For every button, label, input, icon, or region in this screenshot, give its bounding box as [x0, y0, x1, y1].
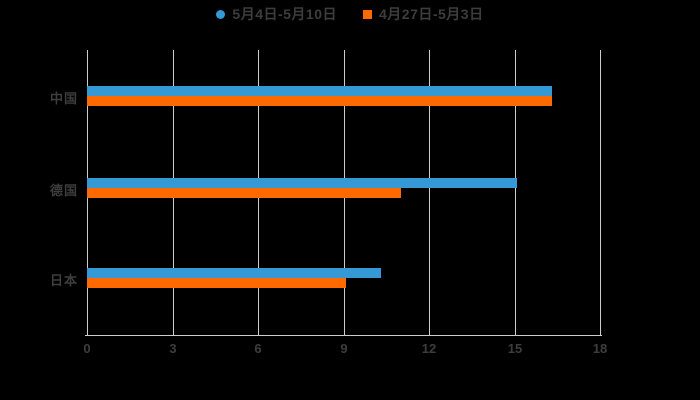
- x-tick-label-6: 6: [254, 341, 262, 356]
- x-tick-label-9: 9: [340, 341, 348, 356]
- gridline-x-15: [515, 50, 516, 335]
- gridline-x-12: [429, 50, 430, 335]
- legend-marker-circle-icon: [216, 9, 226, 19]
- x-tick-label-3: 3: [169, 341, 177, 356]
- legend-item-week1[interactable]: 4月27日-5月3日: [363, 4, 484, 24]
- x-axis-line: [85, 335, 602, 336]
- bar-日本-series0: [87, 268, 381, 278]
- legend-label-week2: 5月4日-5月10日: [232, 6, 337, 22]
- bar-中国-series1: [87, 96, 552, 106]
- x-tick-label-18: 18: [592, 341, 608, 356]
- category-label-2: 日本: [49, 273, 78, 288]
- legend: 5月4日-5月10日 4月27日-5月3日: [0, 4, 700, 24]
- x-tick-label-15: 15: [507, 341, 523, 356]
- bar-日本-series1: [87, 278, 346, 288]
- legend-label-week1: 4月27日-5月3日: [379, 6, 484, 22]
- x-tick-label-12: 12: [421, 341, 437, 356]
- bar-中国-series0: [87, 86, 552, 96]
- category-label-1: 德国: [49, 183, 78, 198]
- legend-marker-square-icon: [363, 9, 372, 19]
- category-label-0: 中国: [49, 91, 78, 106]
- bar-德国-series0: [87, 178, 517, 188]
- x-tick-label-0: 0: [83, 341, 91, 356]
- gridline-x-18: [600, 50, 601, 335]
- legend-item-week2[interactable]: 5月4日-5月10日: [216, 4, 337, 24]
- bar-德国-series1: [87, 188, 401, 198]
